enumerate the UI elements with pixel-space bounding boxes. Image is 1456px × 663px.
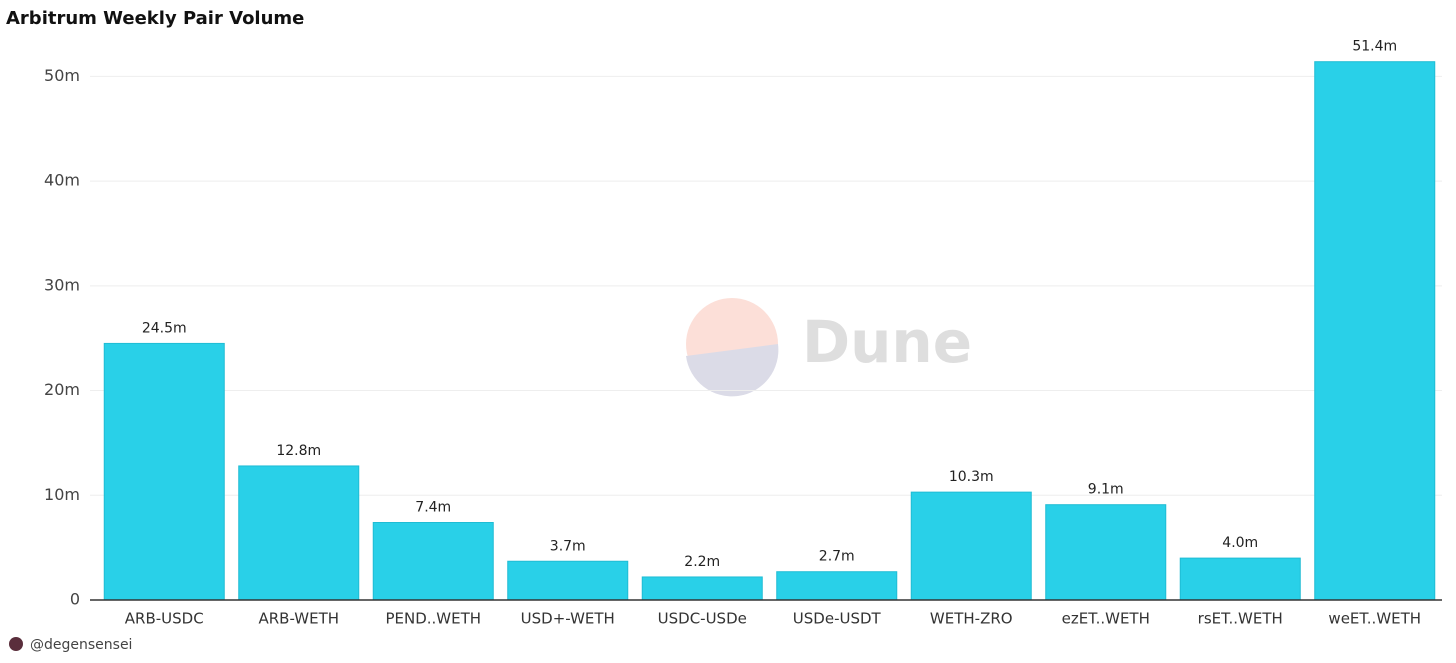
x-tick-label: ARB-WETH bbox=[258, 610, 339, 628]
chart-title: Arbitrum Weekly Pair Volume bbox=[6, 8, 304, 29]
footer: @degensensei bbox=[30, 637, 132, 653]
y-tick-label: 10m bbox=[44, 485, 80, 504]
bar bbox=[1179, 557, 1301, 601]
y-tick-label: 50m bbox=[44, 66, 80, 85]
x-tick-label: rsET..WETH bbox=[1198, 610, 1283, 628]
watermark: Dune bbox=[686, 298, 972, 397]
avatar bbox=[9, 637, 23, 651]
value-label: 3.7m bbox=[550, 538, 586, 554]
watermark-text: Dune bbox=[802, 308, 972, 376]
x-tick-label: ARB-USDC bbox=[125, 610, 204, 628]
value-label: 24.5m bbox=[142, 320, 187, 336]
value-label: 12.8m bbox=[276, 443, 321, 459]
bar bbox=[507, 560, 629, 601]
bar bbox=[1314, 61, 1436, 601]
bar bbox=[776, 571, 898, 601]
x-tick-label: USDC-USDe bbox=[658, 610, 747, 628]
y-tick-label: 40m bbox=[44, 171, 80, 190]
value-label: 2.7m bbox=[819, 549, 855, 565]
value-label: 7.4m bbox=[415, 500, 451, 516]
bar bbox=[372, 522, 494, 601]
y-tick-label: 30m bbox=[44, 275, 80, 294]
x-tick-label: USD+-WETH bbox=[521, 610, 615, 628]
watermark-logo-lower bbox=[686, 344, 779, 397]
bar bbox=[641, 576, 763, 601]
x-tick-label: PEND..WETH bbox=[385, 610, 481, 628]
x-tick-label: USDe-USDT bbox=[793, 610, 882, 628]
value-label: 4.0m bbox=[1222, 535, 1258, 551]
y-tick-label: 20m bbox=[44, 380, 80, 399]
bar bbox=[103, 342, 225, 601]
value-label: 9.1m bbox=[1088, 482, 1124, 498]
bar bbox=[1045, 504, 1167, 601]
x-tick-label: weET..WETH bbox=[1328, 610, 1421, 628]
x-tick-label: WETH-ZRO bbox=[930, 610, 1013, 628]
value-label: 2.2m bbox=[684, 554, 720, 570]
bar bbox=[238, 465, 360, 601]
y-tick-label: 0 bbox=[70, 590, 80, 609]
value-label: 10.3m bbox=[949, 469, 994, 485]
bar bbox=[910, 491, 1032, 601]
x-tick-label: ezET..WETH bbox=[1062, 610, 1150, 628]
value-label: 51.4m bbox=[1352, 39, 1397, 55]
